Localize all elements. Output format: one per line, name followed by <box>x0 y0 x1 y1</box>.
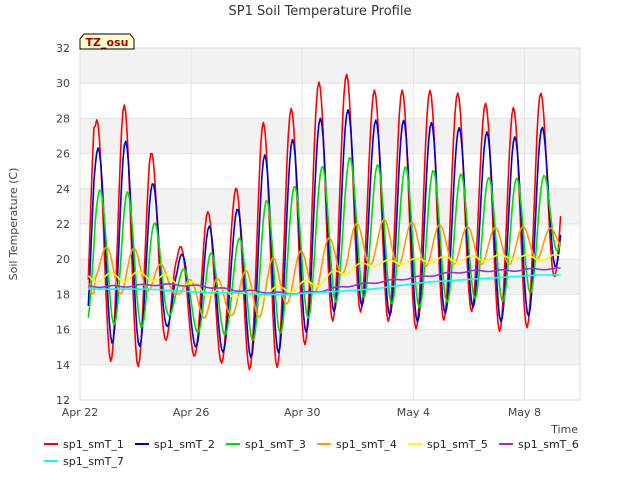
x-axis-ticks: Apr 22 Apr 26 Apr 30 May 4 May 8 <box>62 406 541 419</box>
x-tick-label: May 8 <box>508 406 541 419</box>
x-tick-label: Apr 26 <box>173 406 210 419</box>
y-axis-ticks: 12 14 16 18 20 22 24 26 28 30 32 <box>56 42 70 407</box>
series-line-sp1_smT_7 <box>88 274 561 296</box>
site-badge-label: TZ_osu <box>86 36 129 49</box>
grid-band <box>80 188 580 224</box>
grid-band <box>80 83 580 119</box>
y-tick-label: 16 <box>56 324 70 337</box>
y-tick-label: 22 <box>56 218 70 231</box>
grid-band <box>80 48 580 84</box>
y-tick-label: 14 <box>56 359 70 372</box>
series-line-sp1_smT_2 <box>87 108 562 359</box>
legend-label-sp1_smT_7: sp1_smT_7 <box>63 455 124 468</box>
legend-label-sp1_smT_5: sp1_smT_5 <box>427 438 488 451</box>
legend-label-sp1_smT_4: sp1_smT_4 <box>336 438 397 451</box>
series-line-sp1_smT_3 <box>87 156 562 341</box>
grid-band <box>80 118 580 154</box>
y-axis-title: Soil Temperature (C) <box>7 168 20 281</box>
site-badge: TZ_osu <box>79 33 135 50</box>
grid-band <box>80 329 580 365</box>
grid-band <box>80 364 580 400</box>
series-line-sp1_smT_4 <box>87 218 562 319</box>
chart-title: SP1 Soil Temperature Profile <box>229 4 412 19</box>
y-tick-label: 20 <box>56 253 70 266</box>
x-axis-title: Time <box>550 423 578 436</box>
plot-border <box>79 47 581 401</box>
y-tick-label: 32 <box>56 42 70 55</box>
legend-label-sp1_smT_3: sp1_smT_3 <box>245 438 306 451</box>
y-tick-label: 28 <box>56 112 70 125</box>
series-layer <box>87 73 562 371</box>
series-line-sp1_smT_6 <box>88 267 561 295</box>
y-tick-label: 12 <box>56 394 70 407</box>
legend-label-sp1_smT_1: sp1_smT_1 <box>63 438 124 451</box>
series-line-sp1_smT_5 <box>87 253 561 299</box>
y-tick-label: 30 <box>56 77 70 90</box>
legend: sp1_smT_1 sp1_smT_2 sp1_smT_3 sp1_smT_4 sp1_… <box>44 438 579 468</box>
y-tick-label: 24 <box>56 183 70 196</box>
x-tick-label: Apr 30 <box>284 406 321 419</box>
x-tick-label: May 4 <box>397 406 430 419</box>
x-tick-label: Apr 22 <box>62 406 99 419</box>
grid-band <box>80 153 580 189</box>
y-tick-label: 18 <box>56 288 70 301</box>
site-badge-box <box>79 33 135 50</box>
legend-label-sp1_smT_2: sp1_smT_2 <box>154 438 215 451</box>
y-tick-label: 26 <box>56 148 70 161</box>
legend-label-sp1_smT_6: sp1_smT_6 <box>518 438 579 451</box>
